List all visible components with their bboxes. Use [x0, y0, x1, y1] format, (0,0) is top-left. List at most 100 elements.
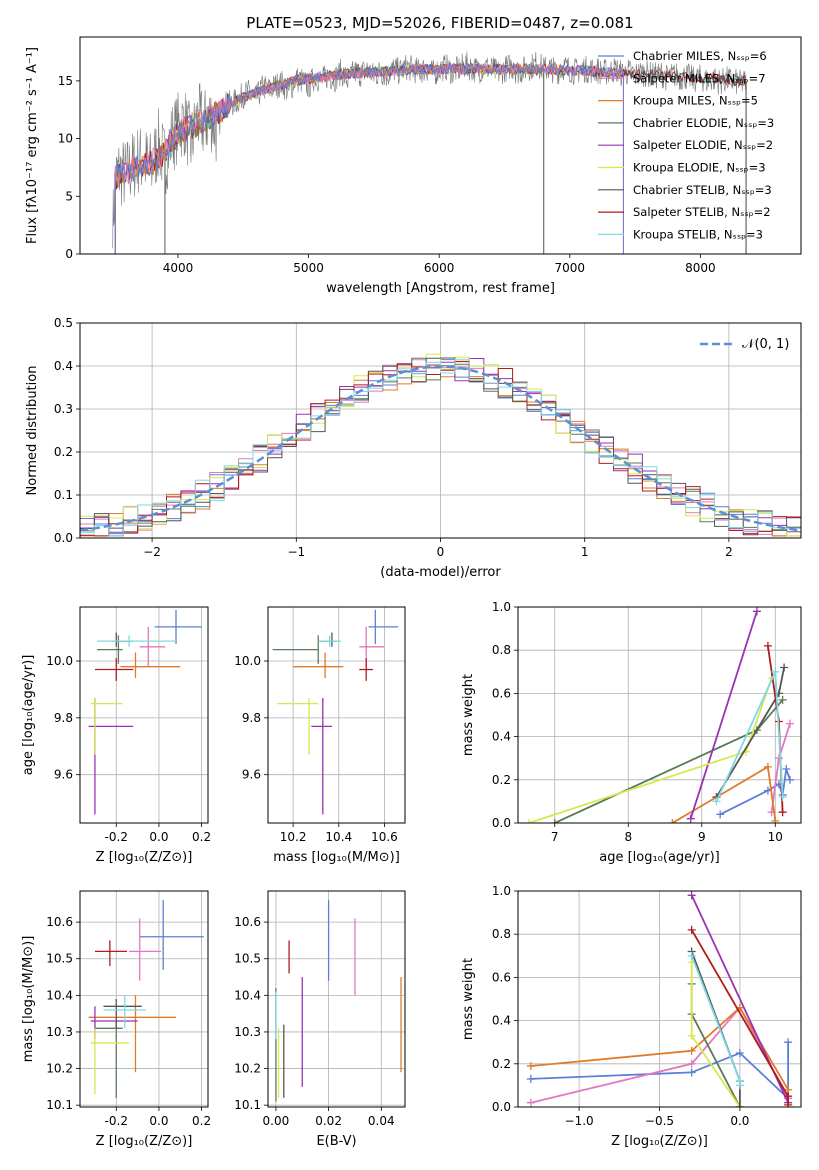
y-axis-label: age [log₁₀(age/yr)] [21, 655, 36, 776]
y-tick-label: 10.5 [46, 952, 73, 966]
panel-spectrum: 4000 5000 6000 7000 8000 0 5 10 15 wavelength [An… [25, 36, 802, 296]
y-tick-label: 0.2 [492, 1057, 511, 1071]
weight-point-marker [526, 1098, 535, 1107]
y-axis-label: mass [log₁₀(M/M⊙)] [21, 936, 36, 1063]
x-tick-label: 8 [624, 830, 632, 844]
panel-residuals: −2 −1 0 1 2 0.0 0.1 0.2 0.3 0.4 0.5 (data-model)/er… [25, 316, 802, 580]
x-axis-label: age [log₁₀(age/yr)] [599, 850, 720, 865]
plot-area-residuals [80, 353, 801, 537]
model-line [114, 62, 624, 254]
x-tick-label: 10.6 [371, 830, 398, 844]
x-tick-label: 0.02 [315, 1114, 342, 1128]
weight-point-marker [778, 695, 787, 704]
axes-frame [267, 606, 406, 824]
axes-frame [79, 606, 209, 824]
y-tick-label: 0.0 [54, 531, 73, 545]
x-tick-label: −0.5 [645, 1114, 674, 1128]
model-line [164, 62, 545, 254]
y-tick-label: 0.4 [54, 359, 73, 373]
axes-frame [517, 890, 802, 1108]
legend-label: Chabrier STELIB, Nₛₛₚ=3 [633, 183, 772, 197]
weight-point-marker [782, 765, 791, 773]
legend-label: Chabrier MILES, Nₛₛₚ=6 [633, 49, 767, 63]
y-tick-label: 0.6 [492, 970, 511, 984]
weight-series-line [689, 611, 758, 819]
x-tick-label: 4000 [163, 261, 194, 275]
y-tick-label: 0 [65, 247, 73, 261]
x-tick-label: 0 [437, 545, 445, 559]
y-tick-label: 0.8 [492, 927, 511, 941]
y-tick-label: 9.6 [54, 768, 73, 782]
y-axis-label: Normed distribution [25, 366, 40, 496]
weight-point-marker [687, 1031, 696, 1040]
x-axis-label: E(B-V) [316, 1134, 356, 1149]
model-line [164, 63, 545, 254]
weight-point-marker [687, 925, 696, 934]
x-tick-label: 10.2 [280, 830, 307, 844]
weight-point-marker [785, 719, 794, 728]
y-tick-label: 1.0 [492, 884, 511, 898]
x-tick-label: 0.2 [192, 1114, 211, 1128]
weight-point-marker [778, 793, 787, 802]
plot-area-spectrum [112, 51, 747, 254]
weight-point-marker [735, 1103, 744, 1107]
panel-weight_vs_age: 7 8 9 10 0.0 0.2 0.4 0.6 0.8 1.0 age [log₁₀(age/yr… [461, 600, 802, 865]
y-axis-label: mass weight [461, 958, 476, 1040]
weight-series-line [671, 765, 777, 823]
x-axis-label: Z [log₁₀(Z/Z⊙)] [611, 1134, 708, 1149]
y-tick-label: 10.5 [234, 952, 261, 966]
model-line [114, 62, 747, 254]
model-line [114, 61, 624, 254]
plot-area-weight_vs_age [525, 607, 794, 823]
normal-curve-line [80, 365, 801, 532]
plot-area-weight_vs_Z [526, 891, 793, 1107]
y-tick-label: 0.4 [492, 1014, 511, 1028]
x-tick-label: 0.0 [149, 1114, 168, 1128]
y-tick-label: 10.3 [46, 1025, 73, 1039]
x-tick-label: 7000 [555, 261, 586, 275]
x-axis-label: Z [log₁₀(Z/Z⊙)] [96, 850, 193, 865]
legend-label: Kroupa MILES, Nₛₛₚ=5 [633, 94, 758, 108]
weight-point-marker [774, 754, 783, 763]
x-tick-label: 2 [725, 545, 733, 559]
x-tick-label: -0.2 [105, 830, 128, 844]
panel-age_vs_Z: -0.2 0.0 0.2 9.6 9.8 10.0 Z [log₁₀(Z/Z⊙)] age [… [21, 606, 211, 865]
y-tick-label: 0.6 [492, 686, 511, 700]
y-tick-label: 10 [58, 132, 73, 146]
weight-point-marker [525, 819, 534, 823]
x-tick-label: −1.0 [565, 1114, 594, 1128]
weight-point-marker [784, 1100, 793, 1107]
x-tick-label: 10.4 [325, 830, 352, 844]
weight-series-line [530, 1006, 789, 1091]
y-tick-label: 10.4 [46, 988, 73, 1002]
legend-label: Kroupa ELODIE, Nₛₛₚ=3 [633, 161, 766, 175]
weight-point-marker [763, 641, 772, 650]
y-tick-label: 10.1 [46, 1098, 73, 1112]
x-tick-label: -0.2 [105, 1114, 128, 1128]
axes-frame [79, 36, 802, 255]
y-tick-label: 1.0 [492, 600, 511, 614]
y-tick-label: 10.2 [46, 1062, 73, 1076]
legend-label: Chabrier ELODIE, Nₛₛₚ=3 [633, 116, 774, 130]
panel-mass_vs_EBV: 0.00 0.02 0.04 10.1 10.2 10.3 10.4 10.5 10.6 E(B-… [234, 890, 406, 1149]
weight-point-marker [784, 1038, 793, 1047]
legend-label: Kroupa STELIB, Nₛₛₚ=3 [633, 227, 763, 241]
weight-point-marker [687, 1068, 696, 1077]
axes-frame [79, 890, 209, 1108]
y-tick-label: 15 [58, 74, 73, 88]
y-tick-label: 10.4 [234, 988, 261, 1002]
x-tick-label: 0.0 [149, 830, 168, 844]
model-line [114, 62, 624, 254]
y-tick-label: 0.8 [492, 643, 511, 657]
y-tick-label: 0.4 [492, 730, 511, 744]
weight-point-marker [712, 797, 721, 806]
x-axis-label: (data-model)/error [380, 565, 501, 580]
weight-point-marker [735, 1049, 744, 1057]
weight-point-marker [550, 819, 559, 823]
weight-point-marker [687, 891, 696, 900]
x-tick-label: 1 [581, 545, 589, 559]
y-tick-label: 10.0 [234, 654, 261, 668]
x-tick-label: 0.00 [263, 1114, 290, 1128]
x-tick-label: 0.04 [368, 1114, 395, 1128]
weight-point-marker [784, 1092, 793, 1101]
